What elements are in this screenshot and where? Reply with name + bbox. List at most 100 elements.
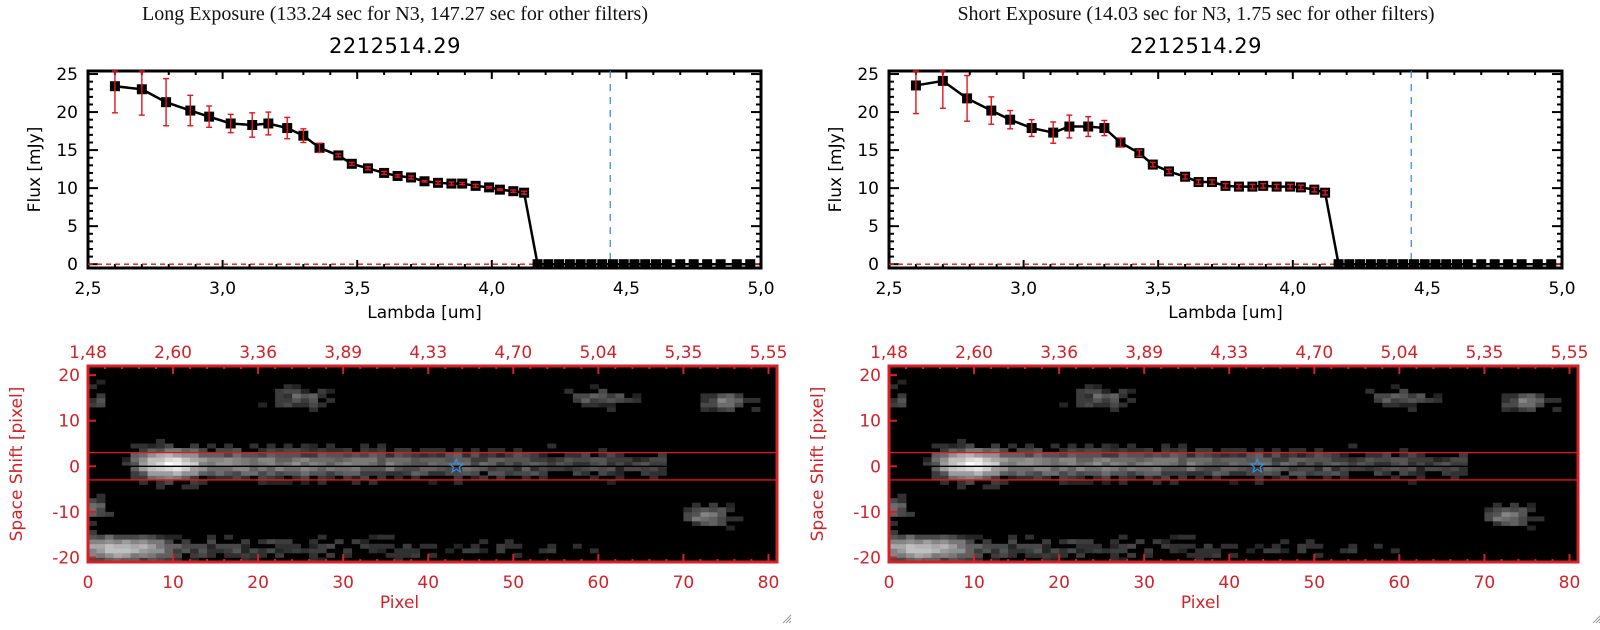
image-pixel xyxy=(521,457,531,463)
image-pixel xyxy=(300,548,310,554)
image-pixel xyxy=(1118,470,1128,476)
image-pixel xyxy=(1059,548,1069,554)
image-pixel xyxy=(897,511,907,517)
image-pixel xyxy=(215,457,225,463)
image-pixel xyxy=(1076,543,1086,549)
image-pixel xyxy=(1161,443,1171,449)
image-pixel xyxy=(1407,402,1417,408)
image-pixel xyxy=(147,539,157,545)
image-pixel xyxy=(1229,452,1239,458)
image-pixel xyxy=(377,452,387,458)
image-pixel xyxy=(147,557,157,563)
error-bar xyxy=(335,153,342,158)
y-tick-label: 20 xyxy=(857,103,879,123)
image-pixel xyxy=(982,475,992,481)
image-pixel xyxy=(147,461,157,467)
image-pixel xyxy=(982,461,992,467)
image-pixel xyxy=(351,466,361,472)
image-pixel xyxy=(96,502,106,508)
error-bar xyxy=(300,128,307,144)
image-pixel xyxy=(1288,466,1298,472)
image-pixel xyxy=(1084,393,1094,399)
image-pixel xyxy=(708,407,718,412)
image-pixel xyxy=(275,552,285,558)
image-pixel xyxy=(1322,470,1332,476)
image-pixel xyxy=(632,393,642,399)
image-pixel xyxy=(377,448,387,454)
image-pixel xyxy=(1526,507,1536,513)
image-pixel xyxy=(1118,402,1128,408)
image-pixel xyxy=(258,552,268,558)
image-pixel xyxy=(906,539,915,545)
image-pixel xyxy=(1271,543,1281,549)
image-pixel xyxy=(725,393,735,399)
image-pixel xyxy=(181,543,191,549)
image-pixel xyxy=(1492,516,1502,522)
image-pixel xyxy=(1399,388,1409,394)
image-pixel xyxy=(1067,470,1077,476)
image-pixel xyxy=(1399,470,1409,476)
resize-grip-icon[interactable] xyxy=(780,612,792,624)
image-pixel xyxy=(1416,393,1426,399)
x-tick-label: 50 xyxy=(1303,573,1325,593)
image-pixel xyxy=(914,543,924,549)
top-x-tick-label: 3,36 xyxy=(1040,343,1078,363)
image-pixel xyxy=(965,457,975,463)
image-pixel xyxy=(1492,507,1502,513)
image-pixel xyxy=(1237,470,1247,476)
x-tick-label: 60 xyxy=(588,573,610,593)
y-tick-label: 5 xyxy=(67,217,78,237)
image-pixel xyxy=(1093,448,1103,454)
image-pixel xyxy=(931,466,941,472)
image-pixel xyxy=(224,443,234,449)
image-pixel xyxy=(906,511,915,517)
image-pixel xyxy=(897,539,907,545)
image-pixel xyxy=(982,452,992,458)
image-pixel xyxy=(436,466,446,472)
image-pixel xyxy=(1195,448,1205,454)
data-point xyxy=(1387,259,1398,270)
image-pixel xyxy=(96,507,106,513)
image-pixel xyxy=(1152,470,1162,476)
image-pixel xyxy=(1059,448,1069,454)
image-pixel xyxy=(708,402,718,408)
image-pixel xyxy=(632,457,642,463)
image-pixel xyxy=(1042,552,1052,558)
image-pixel xyxy=(598,457,608,463)
image-pixel xyxy=(1458,466,1468,472)
image-pixel xyxy=(555,461,565,467)
image-pixel xyxy=(1297,452,1307,458)
image-pixel xyxy=(965,479,975,485)
resize-grip-icon[interactable] xyxy=(1590,612,1600,624)
image-pixel xyxy=(258,457,268,463)
image-pixel xyxy=(1509,511,1519,517)
image-pixel xyxy=(1076,470,1086,476)
image-pixel xyxy=(606,402,616,408)
image-pixel xyxy=(999,543,1009,549)
image-pixel xyxy=(1042,452,1052,458)
image-pixel xyxy=(428,470,438,476)
image-pixel xyxy=(931,552,941,558)
image-pixel xyxy=(1484,516,1494,522)
image-pixel xyxy=(453,470,463,476)
image-pixel xyxy=(402,457,412,463)
image-pixel xyxy=(1195,457,1205,463)
image-pixel xyxy=(283,402,293,408)
image-pixel xyxy=(897,402,907,408)
image-pixel xyxy=(1008,470,1017,476)
image-pixel xyxy=(1450,475,1460,481)
image-pixel xyxy=(1518,407,1528,412)
data-point xyxy=(651,259,662,270)
image-pixel xyxy=(1084,443,1094,449)
image-pixel xyxy=(615,470,625,476)
image-pixel xyxy=(1135,457,1145,463)
image-pixel xyxy=(428,448,438,454)
x-tick-label: 80 xyxy=(758,573,780,593)
image-pixel xyxy=(1161,475,1171,481)
image-pixel xyxy=(1144,457,1154,463)
image-pixel xyxy=(1220,470,1230,476)
image-pixel xyxy=(889,498,898,504)
image-pixel xyxy=(1152,539,1162,545)
image-pixel xyxy=(700,397,710,403)
image-pixel xyxy=(589,393,599,399)
